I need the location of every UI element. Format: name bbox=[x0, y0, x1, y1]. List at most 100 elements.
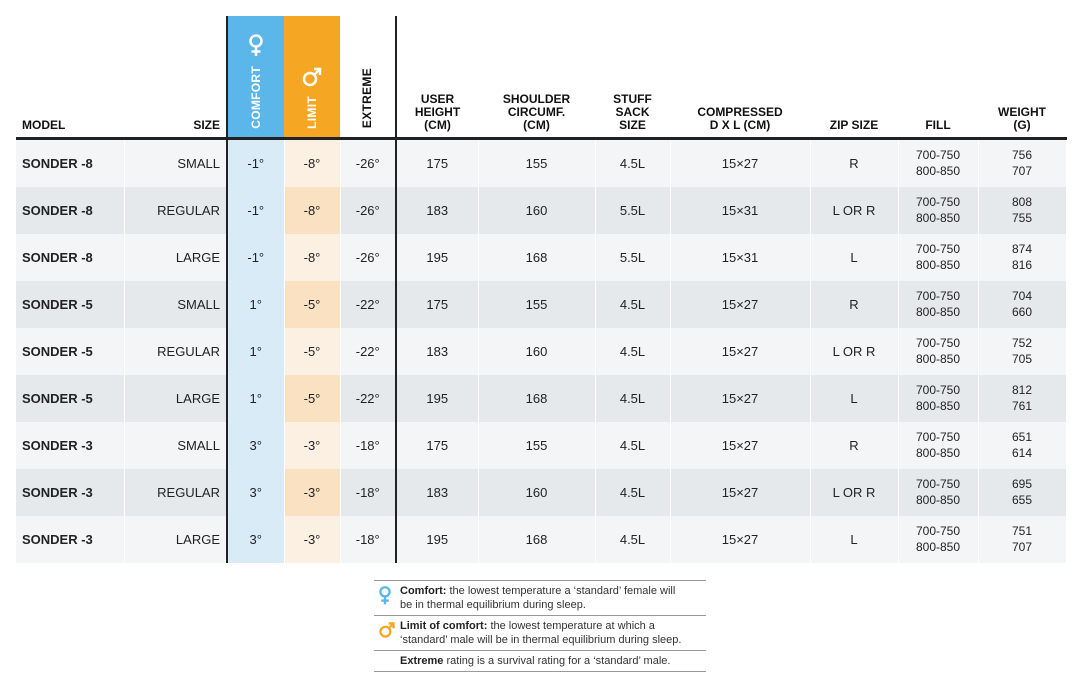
cell-weight-value: 752 bbox=[1011, 336, 1033, 350]
cell-fill-value: 700-750 bbox=[915, 383, 961, 397]
legend-limit-line1: the lowest temperature at which a bbox=[490, 620, 655, 632]
cell-extreme: -18° bbox=[340, 515, 397, 563]
table-row: SONDER -3 REGULAR 3° -3° -18° 183 160 4.5L 15×27… bbox=[16, 468, 1067, 516]
cell-fill: 700-750 800-850 bbox=[898, 138, 979, 187]
cell-fill: 700-750 800-850 bbox=[898, 515, 979, 563]
cell-zip-size: R bbox=[810, 138, 899, 187]
cell-user-height: 195 bbox=[396, 233, 479, 281]
cell-limit: -8° bbox=[284, 138, 341, 187]
header-stuff-sack: STUFF SACK SIZE bbox=[595, 16, 670, 140]
cell-model: SONDER -5 bbox=[16, 374, 125, 422]
cell-weight-value: 874 bbox=[1011, 242, 1033, 256]
cell-zip-size: L bbox=[810, 233, 899, 281]
header-user-height: USER HEIGHT (CM) bbox=[396, 16, 478, 140]
cell-fill-value: 800-850 bbox=[915, 352, 961, 366]
header-weight: WEIGHT (G) bbox=[978, 16, 1066, 140]
cell-stuff-sack: 4.5L bbox=[595, 374, 671, 422]
cell-weight: 874 816 bbox=[978, 233, 1067, 281]
cell-stuff-sack: 4.5L bbox=[595, 327, 671, 375]
cell-weight: 808 755 bbox=[978, 186, 1067, 234]
cell-size: SMALL bbox=[124, 280, 228, 328]
cell-extreme: -22° bbox=[340, 280, 397, 328]
cell-weight: 695 655 bbox=[978, 468, 1067, 516]
header-comfort: COMFORT bbox=[227, 16, 284, 140]
cell-model: SONDER -3 bbox=[16, 515, 125, 563]
cell-weight-value: 751 bbox=[1011, 524, 1033, 538]
cell-extreme: -18° bbox=[340, 421, 397, 469]
cell-model: SONDER -8 bbox=[16, 138, 125, 187]
legend: Comfort: the lowest temperature a ‘stand… bbox=[374, 580, 706, 672]
cell-fill: 700-750 800-850 bbox=[898, 468, 979, 516]
table-row: SONDER -5 REGULAR 1° -5° -22° 183 160 4.5L 15×27… bbox=[16, 327, 1067, 375]
cell-shoulder: 168 bbox=[478, 515, 596, 563]
header-row: MODEL SIZE COMFORT LIMIT EXTREME bbox=[16, 16, 1066, 140]
legend-limit: Limit of comfort: the lowest temperature… bbox=[374, 616, 706, 651]
cell-comfort: 1° bbox=[227, 280, 285, 328]
cell-comfort: 3° bbox=[227, 421, 285, 469]
cell-user-height: 175 bbox=[396, 138, 479, 187]
cell-limit: -3° bbox=[284, 515, 341, 563]
cell-zip-size: R bbox=[810, 421, 899, 469]
cell-fill-value: 800-850 bbox=[915, 258, 961, 272]
cell-stuff-sack: 5.5L bbox=[595, 186, 671, 234]
cell-extreme: -26° bbox=[340, 138, 397, 187]
cell-weight: 651 614 bbox=[978, 421, 1067, 469]
cell-fill-value: 700-750 bbox=[915, 242, 961, 256]
cell-model: SONDER -3 bbox=[16, 468, 125, 516]
legend-limit-line2: ‘standard’ male will be in thermal equil… bbox=[400, 634, 682, 646]
cell-fill: 700-750 800-850 bbox=[898, 327, 979, 375]
cell-compressed: 15×27 bbox=[670, 138, 811, 187]
table-row: SONDER -8 REGULAR -1° -8° -26° 183 160 5.5L 15×3… bbox=[16, 186, 1067, 234]
header-shoulder: SHOULDER CIRCUMF. (CM) bbox=[478, 16, 595, 140]
header-user-height-line2: HEIGHT bbox=[414, 104, 461, 119]
cell-user-height: 195 bbox=[396, 374, 479, 422]
female-symbol-icon bbox=[249, 33, 263, 56]
cell-size: LARGE bbox=[124, 233, 228, 281]
cell-model: SONDER -8 bbox=[16, 233, 125, 281]
cell-fill-value: 700-750 bbox=[915, 524, 961, 538]
cell-compressed: 15×27 bbox=[670, 327, 811, 375]
cell-size: LARGE bbox=[124, 374, 228, 422]
legend-limit-term: Limit of comfort: bbox=[400, 620, 488, 632]
header-weight-line1: WEIGHT bbox=[998, 104, 1046, 119]
cell-compressed: 15×31 bbox=[670, 186, 811, 234]
cell-size: SMALL bbox=[124, 421, 228, 469]
cell-weight-value: 660 bbox=[1011, 305, 1033, 319]
cell-zip-size: L bbox=[810, 374, 899, 422]
cell-fill-value: 800-850 bbox=[915, 446, 961, 460]
cell-fill: 700-750 800-850 bbox=[898, 186, 979, 234]
table-row: SONDER -3 SMALL 3° -3° -18° 175 155 4.5L 15×27 R 7… bbox=[16, 421, 1067, 469]
cell-weight-value: 816 bbox=[1011, 258, 1033, 272]
cell-stuff-sack: 4.5L bbox=[595, 280, 671, 328]
cell-size: REGULAR bbox=[124, 468, 228, 516]
cell-zip-size: R bbox=[810, 280, 899, 328]
header-stuff-line3: SIZE bbox=[619, 117, 646, 132]
cell-zip-size: L OR R bbox=[810, 327, 899, 375]
cell-user-height: 183 bbox=[396, 186, 479, 234]
cell-extreme: -26° bbox=[340, 233, 397, 281]
header-shoulder-line2: CIRCUMF. bbox=[507, 104, 566, 119]
cell-extreme: -18° bbox=[340, 468, 397, 516]
cell-shoulder: 160 bbox=[478, 468, 596, 516]
cell-shoulder: 160 bbox=[478, 327, 596, 375]
cell-size: LARGE bbox=[124, 515, 228, 563]
header-comfort-label: COMFORT bbox=[248, 65, 263, 129]
header-fill: FILL bbox=[898, 16, 978, 140]
cell-compressed: 15×27 bbox=[670, 468, 811, 516]
cell-fill-value: 800-850 bbox=[915, 493, 961, 507]
cell-comfort: 3° bbox=[227, 468, 285, 516]
cell-zip-size: L OR R bbox=[810, 186, 899, 234]
cell-limit: -8° bbox=[284, 233, 341, 281]
cell-weight: 752 705 bbox=[978, 327, 1067, 375]
cell-weight-value: 756 bbox=[1011, 148, 1033, 162]
cell-fill: 700-750 800-850 bbox=[898, 421, 979, 469]
cell-limit: -5° bbox=[284, 374, 341, 422]
legend-comfort: Comfort: the lowest temperature a ‘stand… bbox=[374, 580, 706, 616]
legend-comfort-line2: be in thermal equilibrium during sleep. bbox=[400, 599, 586, 611]
table-row: SONDER -8 LARGE -1° -8° -26° 195 168 5.5L 15×31 L… bbox=[16, 233, 1067, 281]
cell-limit: -5° bbox=[284, 280, 341, 328]
header-weight-line2: (G) bbox=[1013, 117, 1031, 132]
table-row: SONDER -5 LARGE 1° -5° -22° 195 168 4.5L 15×27 L 7… bbox=[16, 374, 1067, 422]
cell-fill: 700-750 800-850 bbox=[898, 280, 979, 328]
header-stuff-line2: SACK bbox=[615, 104, 650, 119]
